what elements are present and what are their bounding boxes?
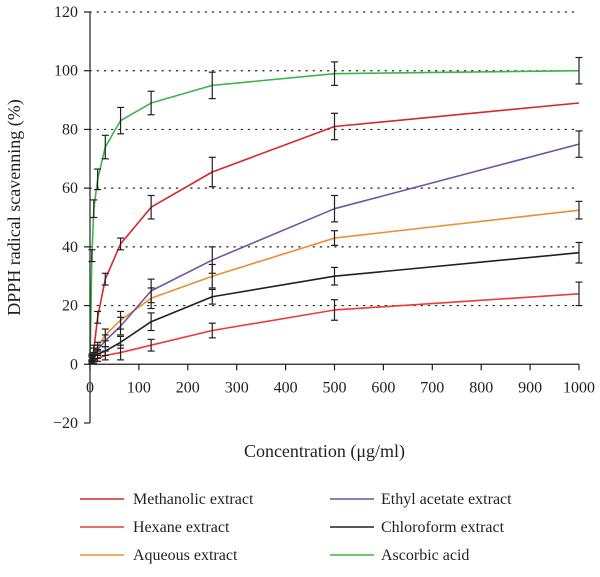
y-tick-label: 120 — [54, 4, 78, 21]
x-tick-label: 500 — [323, 379, 347, 396]
x-tick-label: 700 — [420, 379, 444, 396]
legend-label: Ascorbic acid — [381, 547, 469, 564]
legend-label: Methanolic extract — [133, 491, 254, 508]
error-bar — [147, 194, 155, 220]
x-tick-label: 300 — [225, 379, 249, 396]
y-tick-label: 40 — [62, 239, 78, 256]
y-tick-label: 80 — [62, 121, 78, 138]
legend-item: Chloroform extract — [330, 519, 505, 536]
error-bar — [101, 272, 109, 286]
error-bar — [575, 241, 583, 264]
error-bar — [147, 338, 155, 352]
x-tick-label: 1000 — [563, 379, 595, 396]
legend-label: Aqueous extract — [133, 547, 238, 564]
error-bar — [94, 349, 102, 360]
error-bar — [101, 346, 109, 357]
error-bar — [575, 56, 583, 85]
y-tick-label: 60 — [62, 180, 78, 197]
error-bar — [208, 288, 216, 305]
legend-label: Ethyl acetate extract — [381, 491, 512, 508]
x-axis-title: Concentration (μg/ml) — [244, 441, 405, 462]
error-bar — [147, 90, 155, 116]
error-bar — [208, 246, 216, 274]
grid-lines — [89, 11, 580, 307]
error-bar — [575, 200, 583, 220]
series-line-3 — [89, 143, 580, 365]
error-bars — [88, 56, 583, 365]
error-bar — [331, 266, 338, 286]
axes: −20 0 20 40 60 80 100 120 0 100 200 300 400 500 600 700… — [4, 4, 595, 462]
y-axis-title: DPPH radical scavenning (%) — [4, 99, 25, 315]
x-tick-label: 800 — [469, 379, 493, 396]
x-tick-label: 600 — [371, 379, 395, 396]
y-tick-label: 0 — [70, 356, 78, 373]
error-bar — [147, 312, 155, 332]
x-tick-label: 400 — [274, 379, 298, 396]
error-bar — [94, 168, 102, 191]
error-bar — [331, 61, 338, 86]
x-tick-label: 0 — [86, 379, 94, 396]
y-tick-label: 100 — [54, 63, 78, 80]
legend: Methanolic extract Hexane extract Aqueous … — [80, 491, 512, 564]
legend-label: Chloroform extract — [381, 519, 505, 536]
error-bar — [117, 237, 125, 251]
error-bar — [575, 281, 583, 307]
error-bar — [575, 130, 583, 158]
error-bar — [208, 156, 216, 188]
error-bar — [117, 335, 125, 349]
series-line-5 — [89, 69, 580, 365]
y-tick-label: 20 — [62, 298, 78, 315]
error-bar — [331, 194, 338, 223]
x-tick-label: 900 — [518, 379, 542, 396]
error-bar — [117, 316, 125, 336]
error-bar — [94, 310, 102, 324]
legend-item: Aqueous extract — [80, 547, 238, 564]
y-tick-label: −20 — [53, 415, 78, 432]
legend-label: Hexane extract — [133, 519, 230, 536]
legend-item: Methanolic extract — [80, 491, 254, 508]
x-tick-label: 100 — [127, 379, 151, 396]
error-bar — [147, 278, 155, 304]
error-bar — [101, 134, 109, 160]
error-bar — [331, 299, 338, 321]
legend-item: Ascorbic acid — [330, 547, 469, 564]
error-bar — [90, 199, 98, 219]
error-bar — [90, 353, 98, 361]
error-bar — [117, 106, 125, 135]
error-bar — [331, 112, 338, 141]
error-bar — [208, 322, 216, 339]
x-tick-label: 200 — [176, 379, 200, 396]
legend-item: Hexane extract — [80, 519, 230, 536]
error-bar — [331, 230, 338, 246]
error-bar — [208, 71, 216, 100]
legend-item: Ethyl acetate extract — [330, 491, 512, 508]
